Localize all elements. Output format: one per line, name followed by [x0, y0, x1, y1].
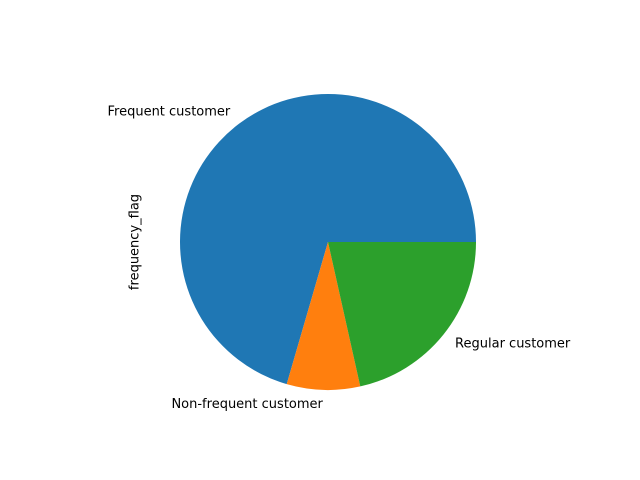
y-axis-label: frequency_flag — [128, 194, 143, 290]
pie-label-0: Frequent customer — [107, 104, 230, 119]
pie-label-2: Regular customer — [455, 336, 571, 351]
pie-slice-2 — [328, 242, 476, 387]
pie-label-1: Non-frequent customer — [171, 397, 323, 412]
pie-labels: Frequent customer Non-frequent customer Re… — [107, 104, 570, 412]
pie-slice-1 — [286, 242, 361, 390]
pie-slices — [180, 94, 476, 390]
pie-slice-0 — [180, 94, 476, 385]
